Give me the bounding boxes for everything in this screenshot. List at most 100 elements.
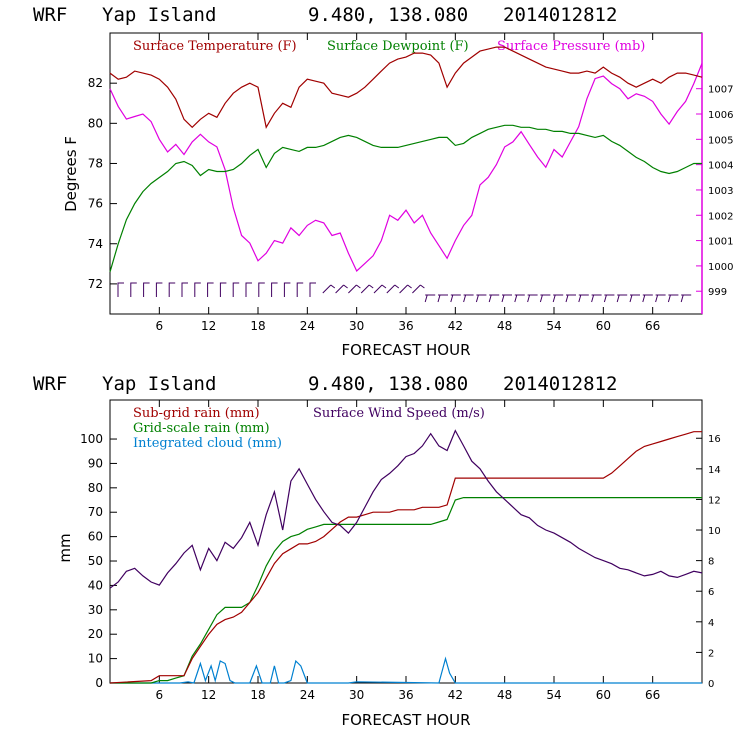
y2-tick-label: 2 xyxy=(708,648,714,659)
y2-tick-label: 1003 xyxy=(708,186,733,197)
y-tick-label: 80 xyxy=(88,481,103,495)
legend-surface-wind-speed: Surface Wind Speed (m/s) xyxy=(313,406,485,421)
wind-barb xyxy=(463,294,474,303)
x-tick-label: 48 xyxy=(497,688,512,702)
wind-barb xyxy=(565,294,576,303)
wind-barb xyxy=(117,282,124,297)
panel-1: WRF Yap Island 9.480, 138.080 2014012812… xyxy=(33,4,733,359)
wind-barb xyxy=(603,294,615,303)
wind-barb xyxy=(475,294,487,303)
y2-tick-label: 16 xyxy=(708,434,721,445)
panel-1-title-date: 2014012812 xyxy=(503,4,617,26)
surface-temperature-line xyxy=(109,46,703,129)
y2-tick-label: 1005 xyxy=(708,135,733,146)
wind-barb xyxy=(399,284,412,294)
wind-barbs xyxy=(117,282,692,303)
panel-1-y-tick-labels: 72 74 76 78 80 82 xyxy=(88,76,117,291)
wind-barb xyxy=(194,282,201,297)
y2-tick-label: 1001 xyxy=(708,237,733,248)
x-tick-label: 60 xyxy=(596,688,611,702)
y-tick-label: 10 xyxy=(88,652,103,666)
y2-tick-label: 1007 xyxy=(708,85,733,96)
x-tick-label: 12 xyxy=(201,319,216,333)
wind-barb xyxy=(450,294,461,303)
y-tick-label: 82 xyxy=(88,76,103,90)
x-tick-label: 18 xyxy=(250,688,265,702)
wind-barb xyxy=(283,282,291,297)
panel-2-x-tick-labels: 6 12 18 24 30 36 42 48 54 60 66 xyxy=(156,400,660,702)
x-tick-label: 48 xyxy=(497,319,512,333)
y2-tick-label: 1002 xyxy=(708,211,733,222)
y2-tick-label: 1004 xyxy=(708,161,733,172)
wind-barb xyxy=(181,282,188,297)
y2-tick-label: 0 xyxy=(708,679,714,690)
y-tick-label: 80 xyxy=(88,116,103,130)
x-tick-label: 6 xyxy=(156,688,164,702)
x-tick-label: 66 xyxy=(645,688,660,702)
panel-1-y2-tick-labels: 999 1000 1001 1002 1003 1004 1005 1006 1007 xyxy=(696,85,733,298)
panel-2-y2-tick-labels: 0 2 4 6 8 10 12 14 16 xyxy=(696,434,721,690)
legend-surface-pressure: Surface Pressure (mb) xyxy=(497,39,645,54)
panel-2-y-axis-label: mm xyxy=(56,533,74,562)
panel-2-y-tick-labels: 0 10 20 30 40 50 60 70 80 90 100 xyxy=(80,432,117,690)
panel-1-title-model: WRF xyxy=(33,4,67,26)
y2-tick-label: 4 xyxy=(708,618,714,629)
sub-grid-rain-line xyxy=(109,431,702,684)
wind-barb xyxy=(386,284,400,294)
x-tick-label: 36 xyxy=(398,688,413,702)
wind-barb xyxy=(348,284,361,294)
panel-2-x-axis-label: FORECAST HOUR xyxy=(341,711,470,729)
y-tick-label: 20 xyxy=(88,627,103,641)
y-tick-label: 40 xyxy=(88,578,103,592)
wind-barb xyxy=(245,282,252,297)
panel-1-x-axis-label: FORECAST HOUR xyxy=(341,341,470,359)
x-tick-label: 6 xyxy=(156,319,164,333)
y2-tick-label: 999 xyxy=(708,287,727,298)
wind-barb xyxy=(309,282,316,297)
panel-2-title-date: 2014012812 xyxy=(503,373,617,395)
y-tick-label: 78 xyxy=(88,156,103,170)
legend-surface-dewpoint: Surface Dewpoint (F) xyxy=(327,39,469,54)
wind-barb xyxy=(143,282,150,297)
surface-wind-speed-line xyxy=(109,429,703,589)
y-tick-label: 30 xyxy=(88,603,103,617)
y2-tick-label: 12 xyxy=(708,495,721,506)
surface-dewpoint-line xyxy=(109,124,702,273)
y2-tick-label: 1006 xyxy=(708,110,733,121)
x-tick-label: 66 xyxy=(645,319,660,333)
wind-barb xyxy=(501,294,512,303)
wind-barb xyxy=(591,294,602,303)
wind-barb xyxy=(258,282,265,297)
x-tick-label: 42 xyxy=(448,319,463,333)
wind-barb xyxy=(667,294,679,303)
legend-surface-temperature: Surface Temperature (F) xyxy=(133,39,297,54)
wind-barb xyxy=(296,282,304,297)
wind-barb xyxy=(412,284,425,294)
wind-barb xyxy=(642,294,653,303)
wind-barb xyxy=(539,294,551,303)
wind-barb xyxy=(424,294,436,303)
y2-tick-label: 14 xyxy=(708,465,721,476)
panel-2-title-model: WRF xyxy=(33,373,67,395)
panel-2: WRF Yap Island 9.480, 138.080 2014012812… xyxy=(33,373,721,729)
legend-integrated-cloud: Integrated cloud (mm) xyxy=(133,436,282,451)
wind-barb xyxy=(360,284,374,294)
surface-pressure-line xyxy=(109,63,703,272)
y-tick-label: 50 xyxy=(88,554,103,568)
y-tick-label: 60 xyxy=(88,530,103,544)
panel-1-title-location: Yap Island xyxy=(102,4,216,26)
wind-barb xyxy=(629,294,640,303)
wind-barb xyxy=(578,294,589,303)
x-tick-label: 42 xyxy=(448,688,463,702)
x-tick-label: 24 xyxy=(300,319,315,333)
x-tick-label: 36 xyxy=(398,319,413,333)
panel-1-title-coords: 9.480, 138.080 xyxy=(308,4,468,26)
x-tick-label: 54 xyxy=(546,688,561,702)
wind-barb xyxy=(322,284,336,294)
panel-2-title-location: Yap Island xyxy=(102,373,216,395)
wind-barb xyxy=(168,282,176,297)
wind-barb xyxy=(437,294,448,303)
y-tick-label: 100 xyxy=(80,432,103,446)
y2-tick-label: 6 xyxy=(708,587,714,598)
wind-barb xyxy=(155,282,163,297)
